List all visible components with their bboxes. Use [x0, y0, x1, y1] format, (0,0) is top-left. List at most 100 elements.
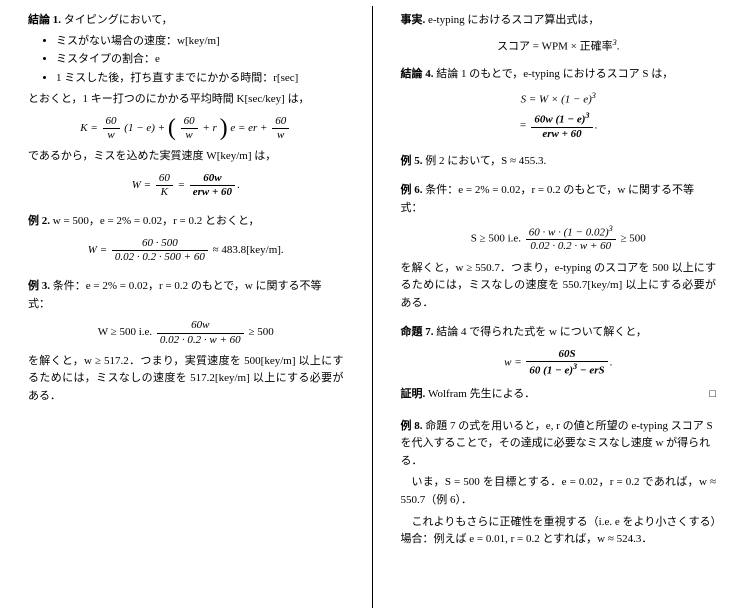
- fact-text: e-typing におけるスコア算出式は，: [428, 14, 599, 26]
- fraction-den: erw + 60: [531, 128, 592, 141]
- fraction-den: w: [181, 129, 198, 142]
- right-column: 事実. e-typing におけるスコア算出式は， スコア = WPM × 正確…: [373, 6, 744, 608]
- formula-ex6: S ≥ 500 i.e. 60 · w · (1 − 0.02)3 0.02 ·…: [401, 224, 717, 254]
- example-2-cond: w = 500，e = 2% = 0.02，r = 0.2 とおくと，: [53, 215, 260, 227]
- conclusion-4: 結論 4. 結論 1 のもとで，e-typing におけるスコア S は，: [401, 66, 717, 84]
- fraction-num: 60w: [157, 319, 244, 333]
- conclusion-4-label: 結論 4.: [401, 68, 434, 80]
- formula-sup: 3: [609, 224, 613, 233]
- formula-text: K =: [80, 122, 98, 134]
- proposition-7-label: 命題 7.: [401, 326, 434, 338]
- fraction-den: w: [103, 129, 120, 142]
- fraction: 60 · w · (1 − 0.02)3 0.02 · 0.2 · w + 60: [526, 224, 616, 254]
- conclusion-1: 結論 1. タイピングにおいて，: [28, 12, 344, 30]
- left-column: 結論 1. タイピングにおいて， ミスがない場合の速度：w[key/m] ミスタ…: [0, 6, 372, 608]
- formula-text: =: [519, 119, 526, 131]
- formula-text: =: [178, 179, 185, 191]
- formula-text: 60 (1 − e): [529, 365, 573, 377]
- fraction-num: 60 · 500: [112, 237, 208, 251]
- formula-text: − erS: [577, 365, 604, 377]
- formula-text: 60 · w · (1 − 0.02): [529, 226, 609, 238]
- formula-text: ≥ 500: [248, 327, 273, 339]
- list-item: 1 ミスした後，打ち直すまでにかかる時間：r[sec]: [56, 70, 344, 88]
- fraction-num: 60S: [526, 348, 607, 362]
- formula-sup: 3: [592, 91, 596, 100]
- fraction: 60w (1 − e)3 erw + 60: [531, 111, 592, 141]
- fraction-den: w: [272, 129, 289, 142]
- formula-row: S = W × (1 − e)3: [401, 89, 717, 109]
- fraction-num: 60: [272, 115, 289, 129]
- example-6-conclusion: を解くと，w ≥ 550.7．つまり，e-typing のスコアを 500 以上…: [401, 260, 717, 313]
- fraction-num: 60w: [190, 172, 235, 186]
- list-item: ミスタイプの割合：e: [56, 51, 344, 69]
- para-after-bullets: とおくと，1 キー打つのにかかる平均時間 K[sec/key] は，: [28, 91, 344, 109]
- qed-icon: □: [709, 386, 716, 404]
- formula-ex3: W ≥ 500 i.e. 60w 0.02 · 0.2 · w + 60 ≥ 5…: [28, 319, 344, 346]
- fraction: 60 w: [181, 115, 198, 142]
- formula-text: 60w (1 − e): [534, 113, 585, 125]
- formula-text: W =: [88, 244, 107, 256]
- example-3: 例 3. 条件：e = 2% = 0.02，r = 0.2 のもとで，w に関す…: [28, 278, 344, 313]
- example-6: 例 6. 条件：e = 2% = 0.02，r = 0.2 のもとで，w に関す…: [401, 182, 717, 217]
- fraction: 60w 0.02 · 0.2 · w + 60: [157, 319, 244, 346]
- formula-text: スコア = WPM × 正確率: [497, 40, 613, 52]
- formula-text: W ≥ 500 i.e.: [98, 327, 152, 339]
- example-5-label: 例 5.: [401, 155, 423, 167]
- fraction-den: 0.02 · 0.2 · w + 60: [157, 334, 244, 347]
- example-6-cond: 条件：e = 2% = 0.02，r = 0.2 のもとで，w に関する不等式：: [401, 184, 695, 214]
- formula-text: .: [617, 40, 620, 52]
- formula-text: W =: [132, 179, 151, 191]
- example-8-p3: これよりもさらに正確性を重視する（i.e. e をより小さくする）場合：例えば …: [401, 514, 717, 549]
- fraction-num: 60: [156, 172, 173, 186]
- conclusion-1-text: タイピングにおいて，: [64, 14, 173, 26]
- page: 結論 1. タイピングにおいて， ミスがない場合の速度：w[key/m] ミスタ…: [0, 0, 744, 614]
- formula-text: w =: [504, 356, 522, 368]
- example-3-conclusion: を解くと，w ≥ 517.2．つまり，実質速度を 500[key/m] 以上にす…: [28, 353, 344, 406]
- formula-W: W = 60 K = 60w erw + 60 .: [28, 172, 344, 199]
- formula-text: + r: [202, 122, 216, 134]
- fraction-den: 0.02 · 0.2 · 500 + 60: [112, 251, 208, 264]
- formula-fact: スコア = WPM × 正確率3.: [401, 36, 717, 56]
- example-3-label: 例 3.: [28, 280, 50, 292]
- assumptions-list: ミスがない場合の速度：w[key/m] ミスタイプの割合：e 1 ミスした後，打…: [56, 33, 344, 88]
- formula-text: .: [610, 356, 613, 368]
- example-5: 例 5. 例 2 において，S ≈ 455.3.: [401, 153, 717, 171]
- fraction: 60 · 500 0.02 · 0.2 · 500 + 60: [112, 237, 208, 264]
- proposition-7-text: 結論 4 で得られた式を w について解くと，: [436, 326, 647, 338]
- formula-row: = 60w (1 − e)3 erw + 60 .: [401, 111, 717, 141]
- formula-text: (1 − e) +: [124, 122, 165, 134]
- para-after-K: であるから，ミスを込めた実質速度 W[key/m] は，: [28, 148, 344, 166]
- formula-text: .: [595, 119, 598, 131]
- example-5-text: 例 2 において，S ≈ 455.3.: [425, 155, 546, 167]
- fraction-num: 60: [103, 115, 120, 129]
- example-8-p2: いま，S = 500 を目標とする．e = 0.02，r = 0.2 であれば，…: [401, 474, 717, 509]
- formula-text: S ≥ 500 i.e.: [471, 232, 521, 244]
- example-6-label: 例 6.: [401, 184, 423, 196]
- fraction-num: 60 · w · (1 − 0.02)3: [526, 224, 616, 241]
- fact: 事実. e-typing におけるスコア算出式は，: [401, 12, 717, 30]
- fraction: 60 K: [156, 172, 173, 199]
- proof-text: Wolfram 先生による．: [428, 388, 535, 400]
- proof-label: 証明.: [401, 388, 426, 400]
- example-8-label: 例 8.: [401, 420, 423, 432]
- fraction-num: 60w (1 − e)3: [531, 111, 592, 128]
- fraction: 60w erw + 60: [190, 172, 235, 199]
- paren-icon: ): [220, 119, 228, 138]
- paren-icon: (: [168, 119, 176, 138]
- list-item: ミスがない場合の速度：w[key/m]: [56, 33, 344, 51]
- conclusion-4-text: 結論 1 のもとで，e-typing におけるスコア S は，: [436, 68, 673, 80]
- proposition-7: 命題 7. 結論 4 で得られた式を w について解くと，: [401, 324, 717, 342]
- fraction-den: K: [156, 186, 173, 199]
- example-2: 例 2. w = 500，e = 2% = 0.02，r = 0.2 とおくと，: [28, 213, 344, 231]
- proof: 証明. Wolfram 先生による． □: [401, 386, 717, 404]
- fraction: 60S 60 (1 − e)3 − erS: [526, 348, 607, 378]
- formula-ex2: W = 60 · 500 0.02 · 0.2 · 500 + 60 ≈ 483…: [28, 237, 344, 264]
- formula-sup: 3: [585, 111, 589, 120]
- conclusion-1-label: 結論 1.: [28, 14, 61, 26]
- formula-text: ≈ 483.8[key/m].: [213, 244, 284, 256]
- formula-K: K = 60 w (1 − e) + ( 60 w + r ) e = er +…: [28, 115, 344, 142]
- formula-text: .: [237, 179, 240, 191]
- fraction: 60 w: [103, 115, 120, 142]
- formula-prop7: w = 60S 60 (1 − e)3 − erS .: [401, 348, 717, 378]
- example-2-label: 例 2.: [28, 215, 50, 227]
